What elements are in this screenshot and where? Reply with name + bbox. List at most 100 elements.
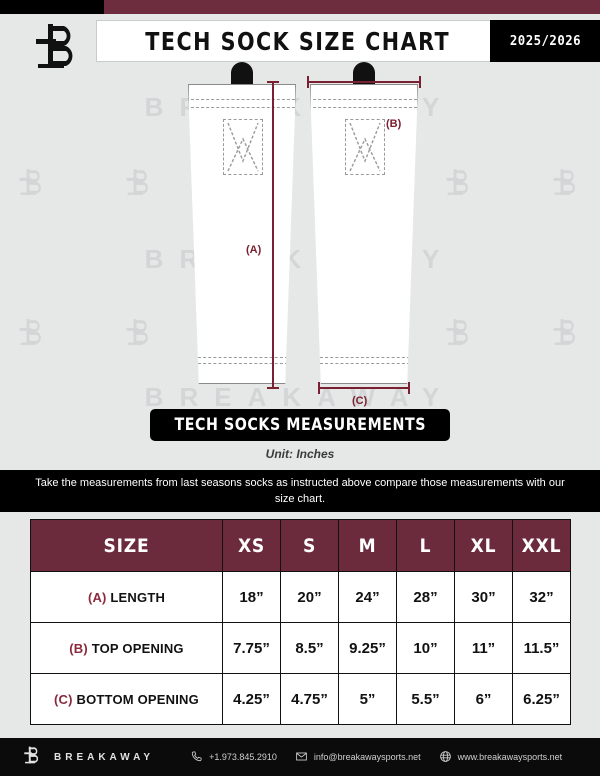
sock-knit-panel	[345, 119, 385, 175]
sock-stitch-line	[313, 99, 417, 100]
cell-bottom-opening-m: 5”	[338, 673, 397, 725]
sock-body-outline	[310, 84, 418, 384]
page-footer: BREAKAWAY +1.973.845.2910 info@breakaway…	[0, 738, 600, 776]
sock-diagrams: (A) (B) (C	[0, 60, 600, 407]
sock-stitch-line	[320, 357, 410, 358]
row-label-top-opening: (B) TOP OPENING	[30, 622, 223, 674]
footer-phone[interactable]: +1.973.845.2910	[190, 750, 277, 765]
cell-length-xs: 18”	[222, 571, 281, 623]
sock-body-outline	[188, 84, 296, 384]
breakaway-b-logo-icon	[22, 744, 44, 771]
breakaway-b-logo-icon	[16, 316, 50, 353]
cell-top-opening-xxl: 11.5”	[512, 622, 571, 674]
measurement-cap-c-left	[318, 382, 320, 394]
row-label-text: BOTTOM OPENING	[76, 691, 199, 707]
measurements-banner-text: TECH SOCKS MEASUREMENTS	[174, 415, 426, 435]
measurement-label-b: (B)	[386, 118, 402, 130]
row-label-text: TOP OPENING	[91, 640, 184, 656]
footer-brand-name: BREAKAWAY	[54, 751, 155, 763]
sock-stitch-line	[320, 363, 410, 364]
row-label-length: (A) LENGTH	[30, 571, 223, 623]
row-label-text: LENGTH	[110, 589, 166, 605]
unit-label: Unit: Inches	[265, 447, 335, 461]
sock-stitch-line	[198, 357, 288, 358]
footer-phone-text: +1.973.845.2910	[209, 752, 277, 762]
measurements-banner: TECH SOCKS MEASUREMENTS	[150, 409, 450, 441]
page-title: TECH SOCK SIZE CHART	[96, 20, 500, 62]
footer-website-text: www.breakawaysports.net	[457, 752, 563, 762]
envelope-icon	[295, 750, 308, 765]
sock-knit-panel	[223, 119, 263, 175]
footer-brand: BREAKAWAY	[22, 744, 154, 771]
measurement-cap-b-left	[307, 76, 309, 88]
sock-stitch-line	[191, 107, 295, 108]
top-accent-bar-maroon	[104, 0, 600, 14]
table-row: (C) BOTTOM OPENING 4.25” 4.75” 5” 5.5” 6…	[30, 673, 571, 725]
footer-website[interactable]: www.breakawaysports.net	[439, 750, 563, 765]
footer-email-text: info@breakawaysports.net	[313, 752, 421, 762]
measurement-line-c	[318, 387, 410, 389]
sock-stitch-line	[313, 107, 417, 108]
phone-icon	[190, 750, 203, 765]
cell-length-xl: 30”	[454, 571, 513, 623]
measurement-label-a: (A)	[246, 244, 262, 256]
cell-top-opening-l: 10”	[396, 622, 455, 674]
season-badge-text: 2025/2026	[509, 33, 581, 49]
measurement-cap-b-right	[419, 76, 421, 88]
row-code: (B)	[69, 640, 88, 656]
row-code: (C)	[54, 691, 73, 707]
measurement-line-a	[272, 81, 274, 389]
column-header-s: S	[280, 519, 339, 572]
table-header-row: SIZE XS S M L XL XXL	[30, 519, 571, 572]
column-header-m: M	[338, 519, 397, 572]
season-badge: 2025/2026	[490, 20, 600, 62]
column-header-xs: XS	[222, 519, 281, 572]
breakaway-b-logo-icon	[550, 166, 584, 203]
cell-bottom-opening-s: 4.75”	[280, 673, 339, 725]
column-header-l: L	[396, 519, 455, 572]
cell-top-opening-m: 9.25”	[338, 622, 397, 674]
cell-bottom-opening-l: 5.5”	[396, 673, 455, 725]
sock-stitch-line	[198, 363, 288, 364]
page-header: TECH SOCK SIZE CHART 2025/2026	[0, 14, 600, 68]
column-header-xxl: XXL	[512, 519, 571, 572]
cell-top-opening-s: 8.5”	[280, 622, 339, 674]
cell-top-opening-xl: 11”	[454, 622, 513, 674]
cell-top-opening-xs: 7.75”	[222, 622, 281, 674]
cell-length-s: 20”	[280, 571, 339, 623]
page-title-text: TECH SOCK SIZE CHART	[145, 26, 451, 56]
sock-length-diagram: (A)	[188, 62, 296, 389]
sock-knit-pattern-icon	[227, 122, 259, 172]
breakaway-b-logo-icon	[123, 316, 157, 353]
cell-bottom-opening-xs: 4.25”	[222, 673, 281, 725]
instruction-text: Take the measurements from last seasons …	[35, 477, 565, 505]
measurement-cap-a-bottom	[267, 387, 279, 389]
row-label-bottom-opening: (C) BOTTOM OPENING	[30, 673, 223, 725]
cell-length-xxl: 32”	[512, 571, 571, 623]
column-header-size: SIZE	[30, 519, 223, 572]
instruction-strip: Take the measurements from last seasons …	[0, 470, 600, 512]
column-header-xl: XL	[454, 519, 513, 572]
sock-stitch-line	[191, 99, 295, 100]
breakaway-b-logo-icon	[443, 166, 477, 203]
cell-length-l: 28”	[396, 571, 455, 623]
table-row: (B) TOP OPENING 7.75” 8.5” 9.25” 10” 11”…	[30, 622, 571, 674]
table-row: (A) LENGTH 18” 20” 24” 28” 30” 32”	[30, 571, 571, 623]
footer-contacts: +1.973.845.2910 info@breakawaysports.net…	[190, 750, 562, 765]
row-code: (A)	[87, 589, 107, 605]
measurement-line-b	[308, 81, 420, 83]
cell-bottom-opening-xxl: 6.25”	[512, 673, 571, 725]
breakaway-b-logo-icon	[550, 316, 584, 353]
cell-bottom-opening-xl: 6”	[454, 673, 513, 725]
breakaway-b-logo-icon	[123, 166, 157, 203]
sock-knit-pattern-icon	[349, 122, 381, 172]
globe-icon	[439, 750, 452, 765]
breakaway-b-logo-icon	[24, 18, 94, 74]
measurement-label-c: (C)	[352, 395, 368, 407]
size-chart-table: SIZE XS S M L XL XXL (A) LENGTH 18” 20” …	[30, 519, 571, 725]
footer-email[interactable]: info@breakawaysports.net	[295, 750, 421, 765]
measurement-cap-c-right	[408, 382, 410, 394]
cell-length-m: 24”	[338, 571, 397, 623]
breakaway-b-logo-icon	[443, 316, 477, 353]
